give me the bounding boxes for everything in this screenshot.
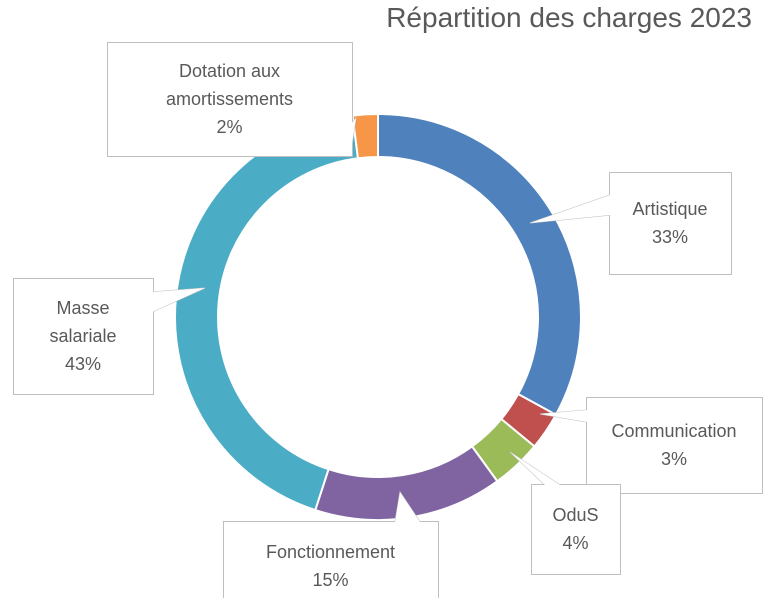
- label-text: Fonctionnement 15%: [231, 538, 431, 594]
- donut-segment: [377, 112, 582, 417]
- callout-box: [531, 484, 621, 575]
- callout-pointer-cover: [395, 492, 420, 522]
- callout-pointer-cover: [530, 195, 610, 223]
- donut-segment: [174, 114, 360, 512]
- category-label: Communication: [611, 421, 737, 441]
- callout-box: [107, 42, 353, 157]
- percent-label: 15%: [312, 570, 349, 590]
- callout-pointer-cover: [540, 410, 587, 422]
- donut-segment: [351, 112, 379, 160]
- data-label: Fonctionnement 15%: [223, 521, 438, 598]
- callout-box: [609, 172, 732, 275]
- percent-label: 33%: [651, 227, 689, 247]
- category-label: Fonctionnement: [265, 542, 396, 562]
- data-label: Masse salariale 43%: [13, 278, 153, 394]
- data-label: Artistique 33%: [609, 172, 731, 274]
- callout-box: [586, 397, 763, 494]
- callout-pointer-cover: [152, 288, 205, 312]
- percent-label: 2%: [216, 117, 243, 137]
- label-text: Artistique 33%: [615, 195, 725, 251]
- label-text: OduS 4%: [536, 501, 616, 557]
- callout-pointer-cover: [351, 118, 356, 150]
- percent-label: 43%: [64, 354, 102, 374]
- category-label: Artistique: [632, 199, 708, 219]
- category-label: Masse salariale: [49, 298, 117, 346]
- data-label: OduS 4%: [531, 484, 620, 574]
- label-text: Dotation aux amortissements 2%: [150, 57, 310, 141]
- data-label: Communication 3%: [586, 397, 762, 493]
- label-text: Communication 3%: [589, 417, 759, 473]
- category-label: Dotation aux amortissements: [165, 61, 294, 109]
- callout-pointer-cover: [510, 452, 560, 485]
- label-text: Masse salariale 43%: [38, 294, 128, 378]
- callout-box: [13, 278, 154, 395]
- data-label: Dotation aux amortissements 2%: [107, 42, 352, 156]
- category-label: OduS: [552, 505, 599, 525]
- percent-label: 4%: [562, 533, 589, 553]
- percent-label: 3%: [660, 449, 687, 469]
- callout-box: [223, 521, 439, 598]
- chart-title: Répartition des charges 2023: [386, 2, 752, 33]
